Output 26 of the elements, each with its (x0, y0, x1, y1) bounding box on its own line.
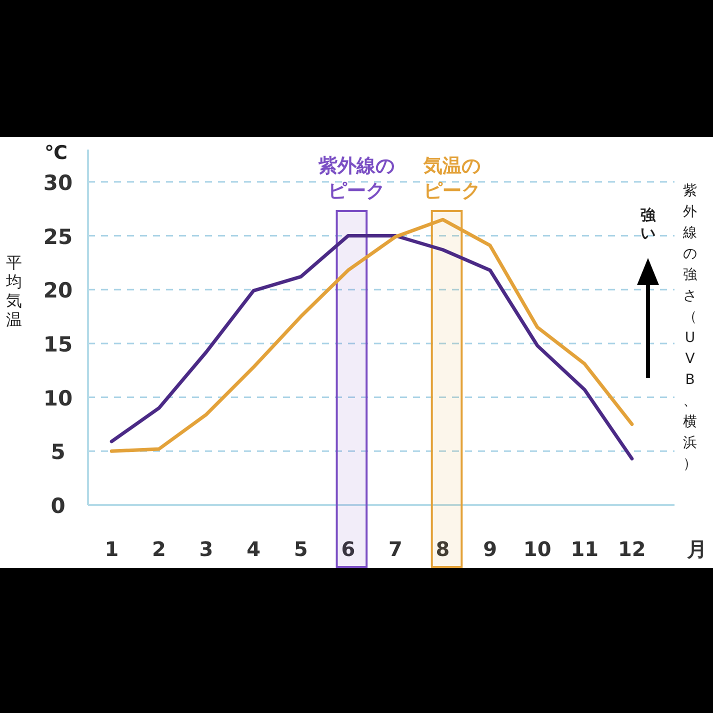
x-tick-label: 9 (483, 537, 498, 561)
x-tick-label: 8 (436, 537, 450, 561)
x-tick-label: 1 (104, 537, 119, 561)
annotation: 強い (640, 206, 656, 242)
x-tick-label: 2 (152, 537, 166, 561)
band-label: 紫外線のピーク (318, 155, 395, 202)
y-tick-label: 25 (43, 224, 73, 249)
x-tick-label: 10 (523, 537, 552, 561)
text: ℃ (44, 142, 68, 164)
x-tick-label: 5 (294, 537, 308, 561)
y-tick-label: 5 (50, 440, 66, 464)
x-tick-label: 11 (570, 537, 599, 561)
text: 紫外線の強さ（UVB、横浜） (683, 183, 697, 472)
x-tick-label: 12 (618, 537, 646, 561)
x-tick-label: 6 (341, 537, 356, 561)
y-tick-label: 15 (43, 332, 73, 356)
y-tick-label: 30 (43, 170, 73, 195)
band-label: 気温のピーク (422, 155, 480, 202)
y-tick-label: 20 (43, 278, 73, 303)
x-tick-label: 7 (388, 537, 402, 561)
y-tick-label: 10 (43, 386, 73, 410)
x-tick-label: 4 (246, 537, 261, 561)
x-axis-title: 月 (686, 537, 707, 561)
x-tick-label: 3 (199, 537, 214, 561)
y-tick-label: 0 (50, 494, 66, 518)
y-axis-title: 平均気温 (5, 253, 22, 329)
